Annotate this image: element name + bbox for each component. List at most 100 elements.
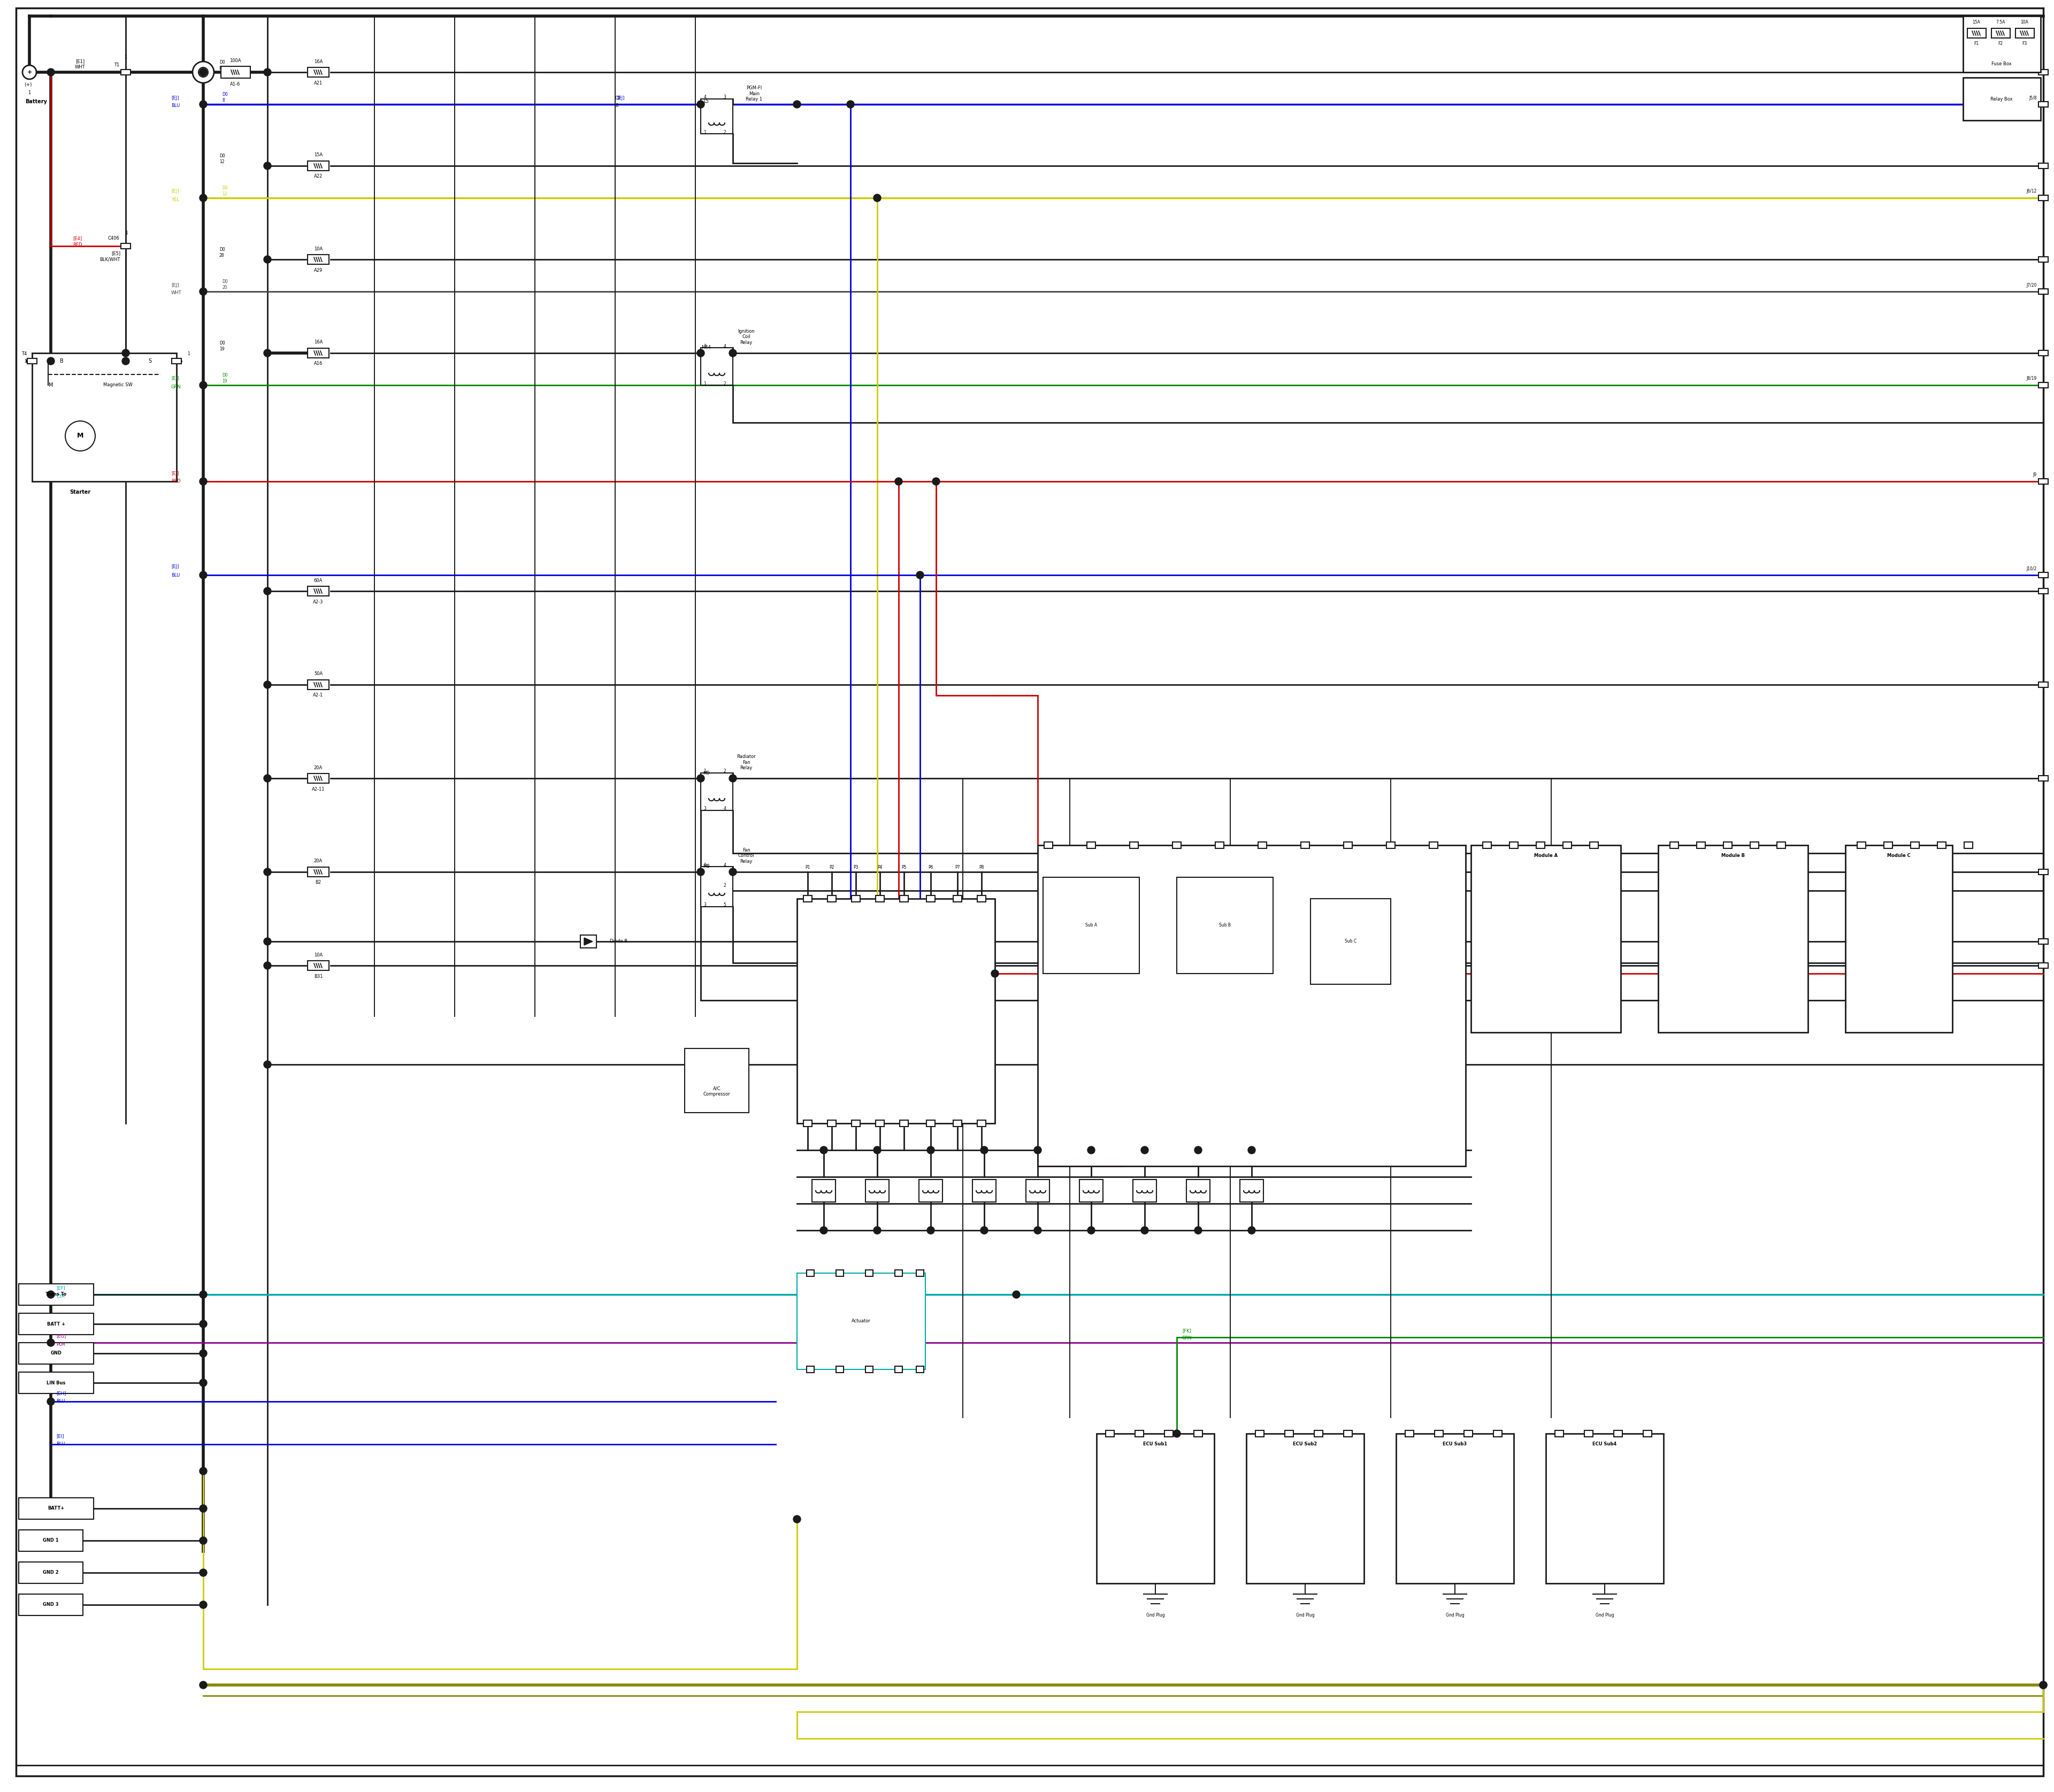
Text: 1: 1 xyxy=(29,90,31,95)
Text: Fan
Control
Relay: Fan Control Relay xyxy=(737,848,754,864)
Bar xyxy=(2038,588,2048,593)
Text: D0
12: D0 12 xyxy=(220,154,226,165)
Bar xyxy=(308,348,329,358)
Text: Radiator
Fan
Relay: Radiator Fan Relay xyxy=(737,754,756,771)
Bar xyxy=(308,679,329,690)
Text: T1: T1 xyxy=(113,63,119,66)
Bar xyxy=(2038,962,2048,968)
Circle shape xyxy=(1173,1430,1181,1437)
Bar xyxy=(1590,842,1598,848)
Circle shape xyxy=(199,68,207,75)
Circle shape xyxy=(263,256,271,263)
Bar xyxy=(926,896,935,901)
Bar xyxy=(18,1563,82,1584)
Bar xyxy=(2038,195,2048,201)
Circle shape xyxy=(47,1290,55,1297)
Bar xyxy=(1510,842,1518,848)
Bar xyxy=(1643,1430,1651,1437)
Circle shape xyxy=(926,1147,935,1154)
Text: J5/8: J5/8 xyxy=(2029,95,2038,100)
Text: GND 3: GND 3 xyxy=(43,1602,60,1607)
Text: Gnd Plug: Gnd Plug xyxy=(1296,1613,1315,1618)
Text: D0
19: D0 19 xyxy=(222,373,228,383)
Bar xyxy=(803,896,811,901)
Text: 3: 3 xyxy=(705,806,707,812)
Text: F3: F3 xyxy=(2021,41,2027,47)
Circle shape xyxy=(199,572,207,579)
Bar xyxy=(1043,842,1052,848)
Bar xyxy=(865,1366,873,1373)
Text: Relay Box: Relay Box xyxy=(1990,97,2013,102)
Text: A2-3: A2-3 xyxy=(312,599,322,604)
Text: Battery: Battery xyxy=(25,99,47,104)
Text: [EJ]: [EJ] xyxy=(170,190,179,194)
Text: A16: A16 xyxy=(314,362,322,366)
Bar xyxy=(2038,351,2048,357)
Bar xyxy=(1964,842,1972,848)
Bar xyxy=(1430,842,1438,848)
Text: L5: L5 xyxy=(702,99,709,104)
Bar xyxy=(1097,1434,1214,1584)
Bar xyxy=(803,1120,811,1127)
Text: LIN Bus: LIN Bus xyxy=(47,1380,66,1385)
Text: [EJ]: [EJ] xyxy=(170,564,179,570)
Circle shape xyxy=(696,774,705,781)
Circle shape xyxy=(793,1516,801,1523)
Bar xyxy=(1130,842,1138,848)
Text: P1: P1 xyxy=(805,866,809,871)
Text: Trans To: Trans To xyxy=(45,1292,66,1297)
Bar xyxy=(1241,1179,1263,1202)
Bar xyxy=(807,1366,813,1373)
Text: M44: M44 xyxy=(700,346,711,349)
Bar xyxy=(1563,842,1571,848)
Circle shape xyxy=(933,478,941,486)
Text: S: S xyxy=(148,358,152,364)
Text: F1: F1 xyxy=(1974,41,1978,47)
Text: 100A: 100A xyxy=(230,57,240,63)
Text: 2: 2 xyxy=(723,769,725,774)
Text: 7.5A: 7.5A xyxy=(1996,20,2005,25)
Bar xyxy=(1465,1430,1473,1437)
Text: D0
20: D0 20 xyxy=(222,280,228,290)
Bar xyxy=(900,896,908,901)
Circle shape xyxy=(199,1290,207,1297)
Circle shape xyxy=(47,1339,55,1346)
Bar xyxy=(1134,1179,1156,1202)
Bar xyxy=(1697,842,1705,848)
Text: ECU Sub1: ECU Sub1 xyxy=(1144,1443,1167,1446)
Text: GRN: GRN xyxy=(1183,1337,1191,1340)
Text: BLU: BLU xyxy=(170,573,181,577)
Text: Module A: Module A xyxy=(1534,853,1557,858)
Bar xyxy=(308,774,329,783)
Bar xyxy=(581,935,596,948)
Circle shape xyxy=(263,161,271,170)
Text: 1: 1 xyxy=(705,131,707,134)
Circle shape xyxy=(980,1147,988,1154)
Bar xyxy=(1310,898,1391,984)
Bar xyxy=(1080,1179,1103,1202)
Bar xyxy=(1493,1430,1501,1437)
Circle shape xyxy=(846,100,854,108)
Bar xyxy=(1910,842,1918,848)
Bar xyxy=(1964,77,2040,120)
Text: GND: GND xyxy=(51,1351,62,1357)
Bar xyxy=(865,1179,889,1202)
Circle shape xyxy=(263,937,271,944)
Text: 10A: 10A xyxy=(314,952,322,957)
Bar xyxy=(308,586,329,597)
Text: WHT: WHT xyxy=(170,290,181,296)
Text: [EJ]: [EJ] xyxy=(170,95,179,100)
Bar xyxy=(33,353,177,482)
Bar xyxy=(308,961,329,969)
Text: (+): (+) xyxy=(25,82,33,88)
Bar xyxy=(2038,289,2048,294)
Text: 2: 2 xyxy=(723,382,725,385)
Bar xyxy=(1968,29,1986,38)
Bar xyxy=(18,1373,94,1394)
Bar xyxy=(2015,29,2033,38)
Text: [E4]: [E4] xyxy=(74,237,82,240)
Text: 60A: 60A xyxy=(314,579,322,582)
Bar xyxy=(1658,846,1808,1032)
Bar xyxy=(797,898,994,1124)
Text: 1: 1 xyxy=(125,231,127,235)
